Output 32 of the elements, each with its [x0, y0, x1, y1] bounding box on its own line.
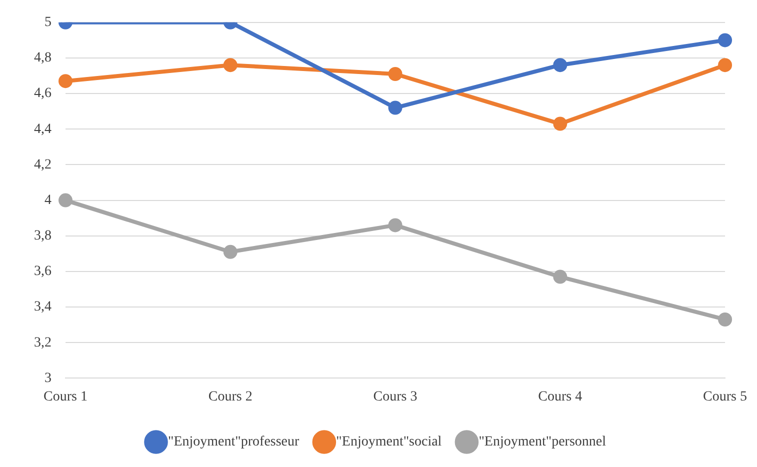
y-tick-label: 3,8 — [34, 228, 52, 244]
point — [223, 58, 238, 72]
point — [553, 58, 568, 72]
y-tick-label: 4,6 — [34, 86, 52, 102]
y-tick-label: 4,2 — [34, 157, 52, 172]
point — [58, 74, 72, 88]
y-tick-label: 5 — [44, 15, 52, 30]
y-tick-label: 3 — [44, 370, 52, 386]
x-tick-label: Cours 5 — [703, 389, 747, 404]
legend-label: "Enjoyment"social — [336, 434, 442, 450]
y-tick-label: 3,6 — [34, 264, 52, 280]
point — [553, 116, 568, 131]
legend-label: "Enjoyment"personnel — [478, 434, 606, 450]
point — [388, 100, 402, 115]
y-tick-label: 4,8 — [34, 50, 52, 66]
point — [718, 312, 732, 326]
y-tick-label: 4,4 — [34, 122, 52, 137]
point — [388, 66, 402, 81]
x-tick-label: Cours 2 — [208, 389, 252, 404]
y-tick-label: 3,4 — [34, 300, 52, 315]
x-tick-label: Cours 4 — [538, 389, 582, 404]
point — [223, 244, 238, 259]
x-tick-label: Cours 1 — [44, 389, 88, 404]
point — [58, 193, 72, 208]
point — [553, 270, 568, 284]
point — [718, 58, 732, 72]
y-tick-label: 3,2 — [34, 335, 52, 350]
legend-label: "Enjoyment"professeur — [168, 434, 300, 450]
x-tick-label: Cours 3 — [373, 389, 418, 404]
point — [718, 33, 732, 48]
y-tick-label: 4 — [44, 192, 52, 208]
point — [388, 218, 402, 232]
